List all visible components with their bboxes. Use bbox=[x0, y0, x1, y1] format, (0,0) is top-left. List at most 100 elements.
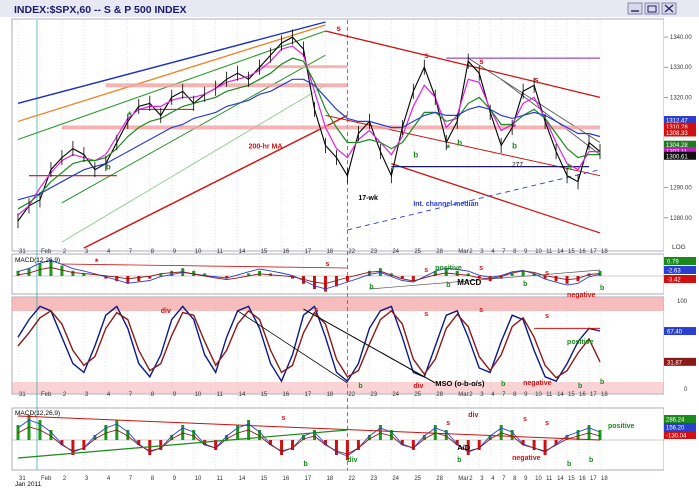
macd2-bar bbox=[466, 440, 470, 455]
star-marker-green: * bbox=[446, 144, 450, 155]
ma-200-line bbox=[83, 114, 348, 249]
channel-median-blue bbox=[347, 169, 601, 231]
macd2-bar bbox=[587, 425, 591, 440]
macd2-bar bbox=[60, 440, 64, 445]
x-tick-label: 7 bbox=[502, 476, 506, 482]
macd2-bar bbox=[137, 440, 141, 445]
macd-bar bbox=[400, 276, 404, 279]
macd-bar bbox=[170, 270, 174, 276]
trend-line-orange bbox=[17, 24, 326, 123]
macd2-bar bbox=[378, 425, 382, 440]
x-tick-label: 16 bbox=[283, 476, 290, 482]
x-tick-label: 7 bbox=[502, 392, 506, 398]
trend-line-blue bbox=[17, 21, 326, 105]
macd2-positive-label: positive bbox=[608, 423, 635, 430]
price-panel bbox=[11, 18, 665, 252]
x-tick-label: 11 bbox=[546, 476, 553, 482]
macd2-bar bbox=[126, 430, 130, 440]
macd-sell-marker: s bbox=[424, 267, 428, 274]
mso-tag-box bbox=[664, 327, 696, 336]
x-tick-label: 10 bbox=[535, 392, 542, 398]
price-tag-label: 1300.61 bbox=[666, 154, 688, 160]
x-tick-label: 2 bbox=[469, 392, 473, 398]
x-tick-label: 4 bbox=[107, 392, 111, 398]
x-tick-label: 22 bbox=[348, 392, 355, 398]
macd2-bar bbox=[93, 435, 97, 440]
macd-bar bbox=[115, 276, 119, 282]
macd-bar bbox=[291, 276, 295, 279]
macd2-bar bbox=[291, 440, 295, 450]
mso-div-label: div bbox=[413, 383, 423, 390]
macd-bar bbox=[302, 276, 306, 284]
x-tick-label: 8 bbox=[151, 249, 155, 255]
price-tag-label: 1312.47 bbox=[666, 119, 688, 125]
x-tick-label: 28 bbox=[436, 392, 443, 398]
macd-bar bbox=[433, 270, 437, 276]
macd2-bar bbox=[49, 430, 53, 440]
x-tick-label: 28 bbox=[436, 476, 443, 482]
mso-oversold-band bbox=[12, 382, 664, 394]
macd-sell-marker: s bbox=[325, 261, 329, 268]
macd-tag-box bbox=[664, 266, 696, 274]
x-tick-label: 15 bbox=[568, 476, 575, 482]
x-tick-label: 22 bbox=[348, 249, 355, 255]
mso-series bbox=[17, 305, 601, 384]
macd2-div-label: div bbox=[468, 412, 478, 419]
channel-top-red bbox=[325, 30, 601, 98]
buy-marker: b bbox=[567, 163, 572, 172]
x-tick-label: 14 bbox=[239, 476, 246, 482]
minimize-icon[interactable] bbox=[627, 2, 643, 15]
x-tick-label: 17 bbox=[590, 476, 597, 482]
macd-bar bbox=[499, 276, 503, 279]
macd-histogram bbox=[12, 259, 664, 292]
x-tick-label: 14 bbox=[239, 249, 246, 255]
macd-bar bbox=[334, 276, 338, 287]
x-tick-label: 3 bbox=[480, 392, 484, 398]
macd-line bbox=[17, 259, 601, 290]
x-tick-label: 23 bbox=[370, 249, 377, 255]
price-tags: 1312.471310.281308.331304.281302.111300.… bbox=[664, 116, 696, 440]
x-tick-label: 18 bbox=[601, 392, 608, 398]
mso-sell-marker: s bbox=[545, 313, 549, 320]
y-tick-label: 1280.00 bbox=[670, 216, 692, 222]
x-tick-label: 11 bbox=[546, 392, 553, 398]
x-tick-label: 16 bbox=[283, 249, 290, 255]
x-axis-start-label: Jan 2011 bbox=[15, 481, 42, 488]
macd-trend-red bbox=[61, 263, 348, 269]
mso-buy-marker: b bbox=[600, 379, 604, 386]
macd2-bar bbox=[565, 435, 569, 440]
x-tick-label: 31 bbox=[19, 392, 26, 398]
macd-buy-marker: b bbox=[600, 285, 604, 292]
restore-icon[interactable] bbox=[644, 2, 660, 15]
macd2-panel-title: MACD(12,26,9) bbox=[15, 410, 60, 417]
x-tick-label: 14 bbox=[557, 476, 564, 482]
macd2-bar bbox=[236, 425, 240, 440]
price-tag-label: 1304.28 bbox=[666, 143, 688, 149]
macd2-signal-line bbox=[17, 426, 601, 455]
macd-bar bbox=[225, 276, 229, 279]
x-tick-label: 15 bbox=[568, 249, 575, 255]
macd2-bar bbox=[148, 440, 152, 455]
annotation-200hr-ma: 200-hr MA bbox=[249, 144, 283, 151]
x-tick-label: 8 bbox=[513, 476, 517, 482]
x-tick-label: 17 bbox=[590, 392, 597, 398]
y-tick-label: 1340.00 bbox=[670, 35, 692, 41]
mso-tag-label: 67.40 bbox=[667, 330, 683, 336]
macd2-bar bbox=[214, 440, 218, 450]
x-tick-label: 4 bbox=[107, 249, 111, 255]
macd2-bar bbox=[554, 440, 558, 445]
x-tick-label: Mar bbox=[458, 392, 468, 398]
macd2-bar bbox=[71, 440, 75, 455]
x-tick-label: 14 bbox=[557, 392, 564, 398]
macd-bar bbox=[203, 273, 207, 276]
x-tick-label: 15 bbox=[261, 476, 268, 482]
macd2-bar bbox=[104, 425, 108, 440]
macd-bar bbox=[466, 273, 470, 276]
x-tick-label: 31 bbox=[19, 249, 26, 255]
x-tick-label: 15 bbox=[261, 392, 268, 398]
macd-bar bbox=[82, 273, 86, 276]
buy-marker: b bbox=[106, 163, 111, 172]
x-tick-label: 25 bbox=[414, 249, 421, 255]
x-tick-label: 15 bbox=[261, 249, 268, 255]
